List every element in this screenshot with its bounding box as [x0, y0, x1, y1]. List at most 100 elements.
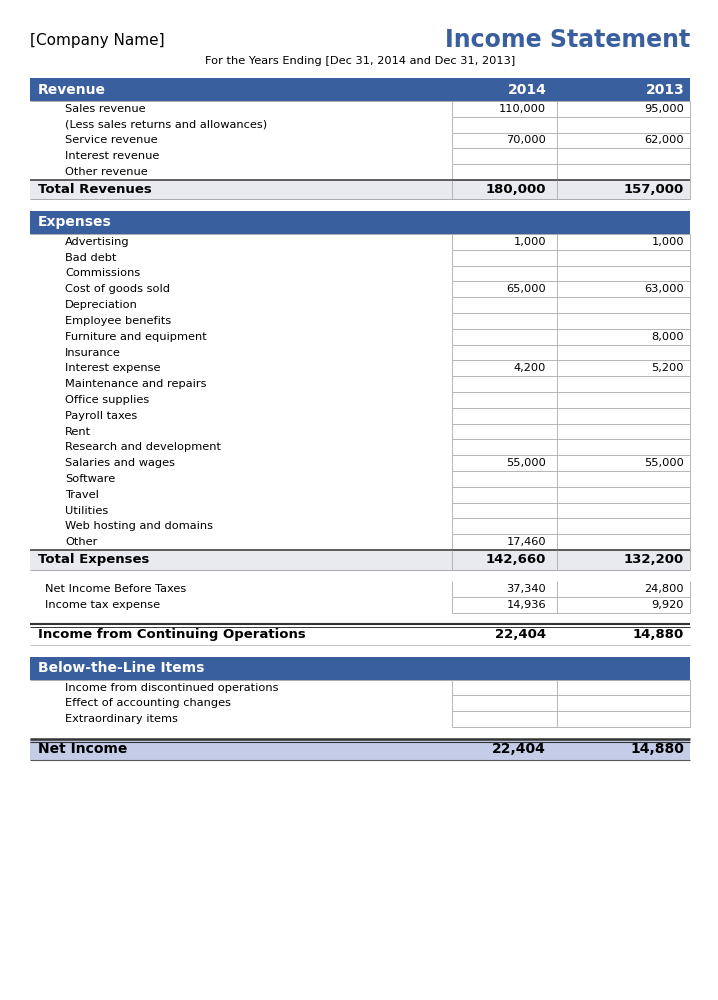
Text: Extraordinary items: Extraordinary items: [65, 714, 178, 724]
Bar: [30, 101, 690, 117]
Text: 55,000: 55,000: [644, 458, 684, 468]
Text: 8,000: 8,000: [651, 332, 684, 342]
Text: 1,000: 1,000: [513, 237, 546, 247]
Text: Web hosting and domains: Web hosting and domains: [65, 521, 213, 531]
Text: 63,000: 63,000: [644, 284, 684, 294]
Text: Total Expenses: Total Expenses: [38, 553, 149, 566]
Text: Total Revenues: Total Revenues: [38, 183, 151, 196]
Bar: [30, 439, 690, 455]
Text: Effect of accounting changes: Effect of accounting changes: [65, 698, 231, 708]
Text: 22,404: 22,404: [495, 628, 546, 641]
Text: Net Income: Net Income: [38, 742, 127, 756]
Bar: [30, 503, 690, 518]
Text: Employee benefits: Employee benefits: [65, 316, 172, 326]
Bar: [30, 281, 690, 297]
Text: Research and development: Research and development: [65, 442, 221, 452]
Bar: [30, 487, 690, 503]
Text: 65,000: 65,000: [506, 284, 546, 294]
Text: Utilities: Utilities: [65, 506, 108, 516]
Text: 14,880: 14,880: [630, 742, 684, 756]
Text: Rent: Rent: [65, 427, 91, 437]
Bar: [30, 133, 690, 148]
Text: Sales revenue: Sales revenue: [65, 104, 146, 114]
Bar: [30, 455, 690, 471]
Text: Insurance: Insurance: [65, 348, 121, 358]
Text: 55,000: 55,000: [506, 458, 546, 468]
Text: [Company Name]: [Company Name]: [30, 33, 164, 48]
Bar: [30, 408, 690, 424]
Text: 2013: 2013: [646, 83, 685, 97]
Text: 70,000: 70,000: [506, 135, 546, 145]
Text: 5,200: 5,200: [651, 363, 684, 373]
Bar: [30, 297, 690, 313]
Text: 2014: 2014: [508, 83, 547, 97]
Text: 17,460: 17,460: [506, 537, 546, 547]
Text: Interest expense: Interest expense: [65, 363, 161, 373]
Text: Net Income Before Taxes: Net Income Before Taxes: [45, 584, 186, 594]
Bar: [30, 345, 690, 360]
Bar: [30, 234, 690, 250]
Text: 95,000: 95,000: [644, 104, 684, 114]
Bar: [30, 392, 690, 408]
Text: 110,000: 110,000: [499, 104, 546, 114]
Text: Interest revenue: Interest revenue: [65, 151, 159, 161]
Bar: [30, 180, 690, 199]
Bar: [30, 164, 690, 180]
Text: 14,880: 14,880: [633, 628, 684, 641]
Bar: [30, 471, 690, 487]
Text: 157,000: 157,000: [624, 183, 684, 196]
Text: Income tax expense: Income tax expense: [45, 600, 160, 610]
Text: Below-the-Line Items: Below-the-Line Items: [38, 661, 205, 675]
Text: Advertising: Advertising: [65, 237, 130, 247]
Bar: [30, 711, 690, 727]
Bar: [30, 534, 690, 550]
Text: Income from discontinued operations: Income from discontinued operations: [65, 683, 279, 693]
Text: 24,800: 24,800: [644, 584, 684, 594]
Bar: [30, 78, 690, 101]
Bar: [30, 581, 690, 597]
Text: Revenue: Revenue: [38, 83, 106, 97]
Bar: [30, 211, 690, 234]
Text: Income Statement: Income Statement: [444, 28, 690, 52]
Bar: [30, 680, 690, 695]
Text: 142,660: 142,660: [485, 553, 546, 566]
Bar: [30, 695, 690, 711]
Text: Commissions: Commissions: [65, 268, 140, 278]
Bar: [30, 148, 690, 164]
Bar: [30, 550, 690, 570]
Text: Other revenue: Other revenue: [65, 167, 148, 177]
Bar: [30, 266, 690, 281]
Text: Cost of goods sold: Cost of goods sold: [65, 284, 170, 294]
Bar: [30, 376, 690, 392]
Text: 62,000: 62,000: [644, 135, 684, 145]
Bar: [30, 597, 690, 613]
Text: Furniture and equipment: Furniture and equipment: [65, 332, 207, 342]
Text: 4,200: 4,200: [513, 363, 546, 373]
Text: Expenses: Expenses: [38, 215, 112, 229]
Text: Service revenue: Service revenue: [65, 135, 158, 145]
Text: 14,936: 14,936: [506, 600, 546, 610]
Bar: [30, 518, 690, 534]
Bar: [30, 360, 690, 376]
Text: 22,404: 22,404: [492, 742, 546, 756]
Text: 132,200: 132,200: [624, 553, 684, 566]
Bar: [30, 739, 690, 760]
Text: Salaries and wages: Salaries and wages: [65, 458, 175, 468]
Text: 9,920: 9,920: [651, 600, 684, 610]
Text: For the Years Ending [Dec 31, 2014 and Dec 31, 2013]: For the Years Ending [Dec 31, 2014 and D…: [205, 56, 515, 66]
Text: 180,000: 180,000: [485, 183, 546, 196]
Text: Payroll taxes: Payroll taxes: [65, 411, 137, 421]
Text: Software: Software: [65, 474, 116, 484]
Text: 1,000: 1,000: [651, 237, 684, 247]
Bar: [30, 329, 690, 345]
Text: (Less sales returns and allowances): (Less sales returns and allowances): [65, 120, 267, 130]
Text: Bad debt: Bad debt: [65, 253, 116, 263]
Bar: [30, 313, 690, 329]
Text: Income from Continuing Operations: Income from Continuing Operations: [38, 628, 306, 641]
Text: Office supplies: Office supplies: [65, 395, 149, 405]
Text: Travel: Travel: [65, 490, 99, 500]
Bar: [30, 117, 690, 133]
Text: Maintenance and repairs: Maintenance and repairs: [65, 379, 207, 389]
Bar: [30, 657, 690, 680]
Text: Other: Other: [65, 537, 98, 547]
